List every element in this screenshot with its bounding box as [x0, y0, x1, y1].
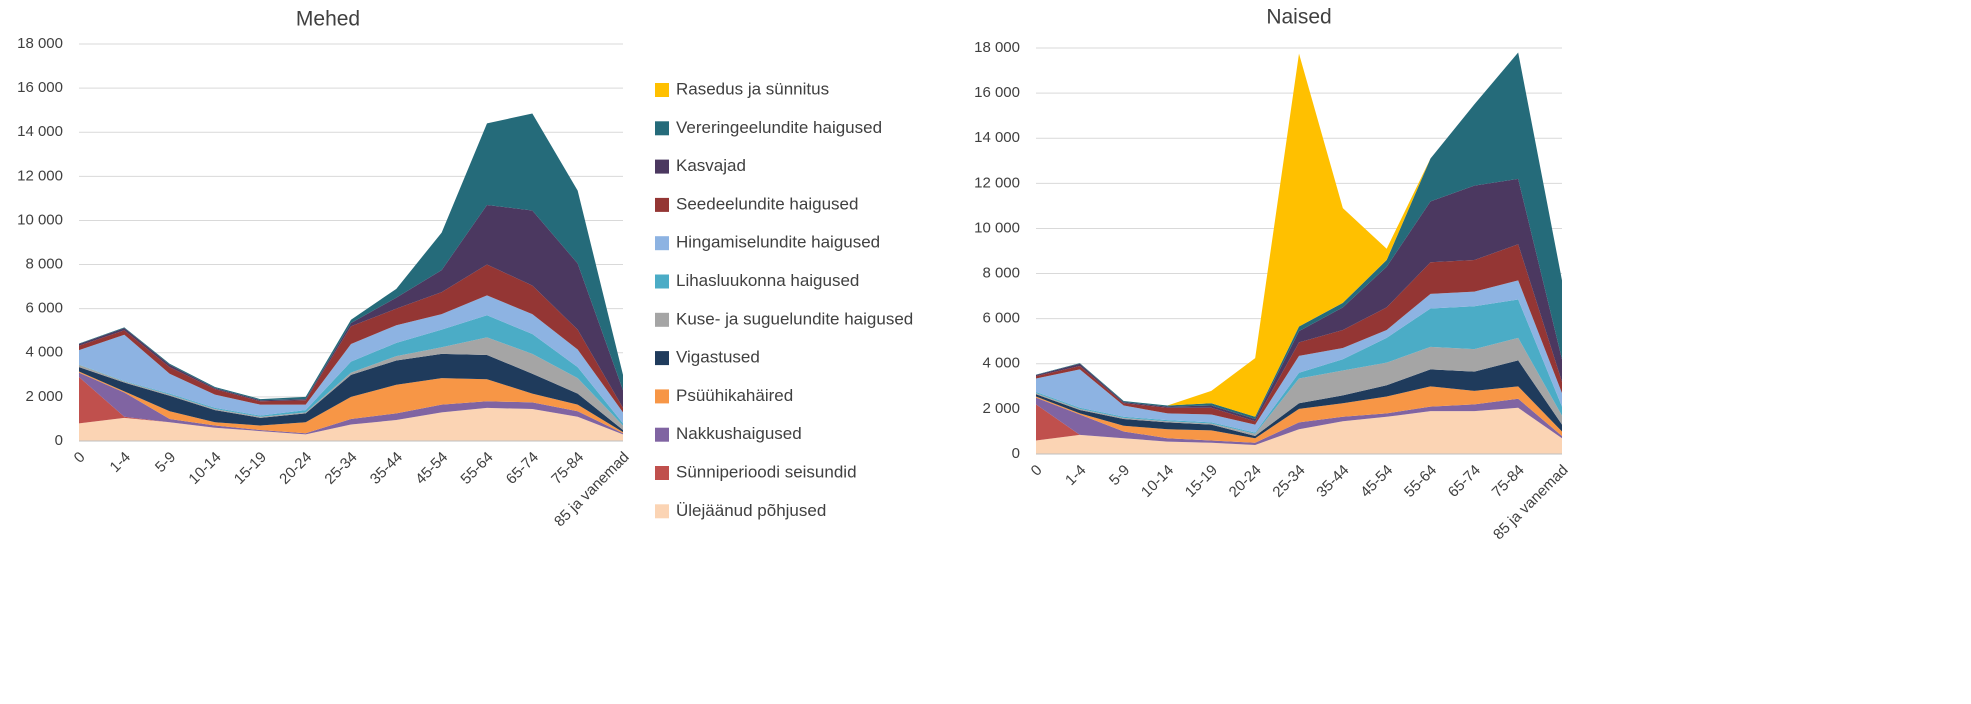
area: [79, 407, 623, 441]
x-tick-label: 55-64: [457, 449, 496, 488]
x-tick-label: 55-64: [1401, 462, 1440, 501]
y-tick-label: 6 000: [25, 300, 63, 317]
x-tick-label: 10-14: [185, 449, 224, 488]
area: [1036, 280, 1562, 433]
y-tick-label: 8 000: [25, 256, 63, 273]
legend-label: Vereringeelundite haigused: [676, 118, 882, 137]
legend-label: Kuse- ja suguelundite haigused: [676, 309, 913, 328]
x-tick-label: 45-54: [1357, 462, 1396, 501]
legend-swatch: [655, 236, 669, 251]
legend-swatch: [655, 159, 669, 174]
x-tick-label: 1-4: [107, 449, 134, 476]
y-tick-label: 12 000: [974, 174, 1020, 191]
x-tick-label: 75-84: [1489, 462, 1528, 501]
x-tick-label: 75-84: [548, 449, 587, 488]
legend-swatch: [655, 83, 669, 97]
legend-label: Lihasluukonna haigused: [676, 271, 859, 290]
x-tick-label: 10-14: [1138, 462, 1177, 501]
y-tick-label: 14 000: [974, 129, 1020, 146]
x-tick-label: 0: [1028, 462, 1046, 480]
x-tick-label: 35-44: [367, 449, 406, 488]
legend-label: Kasvajad: [676, 156, 746, 175]
legend-swatch: [655, 274, 669, 289]
y-tick-label: 2 000: [25, 388, 63, 405]
y-tick-label: 16 000: [17, 79, 63, 96]
x-tick-label: 20-24: [1226, 462, 1265, 501]
area: [1036, 299, 1562, 434]
legend-label: Seedeelundite haigused: [676, 194, 858, 213]
area: [79, 372, 623, 435]
y-tick-label: 6 000: [982, 310, 1020, 327]
x-tick-label: 20-24: [276, 449, 315, 488]
legend-swatch: [655, 351, 669, 366]
y-tick-label: 0: [55, 432, 63, 449]
y-tick-label: 14 000: [17, 123, 63, 140]
legend-label: Hingamiselundite haigused: [676, 233, 880, 252]
area: [79, 295, 623, 424]
y-tick-label: 16 000: [974, 84, 1020, 101]
x-tick-label: 65-74: [503, 449, 542, 488]
legend-swatch: [655, 197, 669, 212]
x-tick-label: 45-54: [412, 449, 451, 488]
y-tick-label: 12 000: [17, 167, 63, 184]
legend-label: Vigastused: [676, 348, 760, 367]
legend-label: Psüühikahäired: [676, 386, 793, 405]
area: [79, 205, 623, 408]
area: [1036, 407, 1562, 454]
area: [1036, 178, 1562, 422]
area: [1036, 52, 1562, 417]
y-tick-label: 0: [1012, 445, 1020, 462]
legend-label: Sünniperioodi seisundid: [676, 462, 857, 481]
y-tick-label: 18 000: [17, 35, 63, 52]
y-tick-label: 4 000: [982, 355, 1020, 372]
area: [79, 113, 623, 401]
women-chart: Naised 0 2 000 4 000 6 000 8 000 10 000 12 000…: [974, 6, 1572, 544]
legend-label: Nakkushaigused: [676, 424, 802, 443]
y-tick-label: 10 000: [974, 219, 1020, 236]
legend-swatch: [655, 121, 669, 136]
x-tick-label: 5-9: [152, 449, 179, 476]
area: [1036, 397, 1562, 445]
area: [1036, 52, 1562, 420]
area: [79, 371, 623, 434]
x-tick-label: 25-34: [1269, 462, 1308, 501]
x-tick-label: 65-74: [1445, 462, 1484, 501]
x-tick-label: 35-44: [1313, 462, 1352, 501]
y-tick-label: 18 000: [974, 39, 1020, 56]
area: [1036, 360, 1562, 439]
x-tick-label: 15-19: [231, 449, 270, 488]
y-tick-label: 2 000: [982, 400, 1020, 417]
legend-swatch: [655, 504, 669, 519]
area: [79, 353, 623, 433]
x-tick-label: 25-34: [321, 449, 360, 488]
area: [1036, 386, 1562, 443]
legend-swatch: [655, 389, 669, 404]
area: [79, 315, 623, 426]
x-tick-label: 0: [71, 449, 89, 467]
legend-swatch: [655, 312, 669, 327]
x-tick-label: 1-4: [1062, 462, 1089, 489]
legend: Ülejäänud põhjused Sünniperioodi seisundi…: [655, 79, 913, 520]
y-tick-label: 8 000: [982, 265, 1020, 282]
y-tick-label: 10 000: [17, 211, 63, 228]
chart-title: Naised: [1266, 6, 1331, 29]
men-chart: Mehed 0 2 000 4 000 6 000 8 000 10 000 12 000 1…: [17, 8, 633, 531]
x-tick-label: 15-19: [1182, 462, 1221, 501]
x-tick-label: 5-9: [1106, 462, 1133, 489]
chart-title: Mehed: [296, 8, 360, 31]
area: [1036, 244, 1562, 425]
y-tick-label: 4 000: [25, 344, 63, 361]
legend-swatch: [655, 427, 669, 442]
legend-label: Rasedus ja sünnitus: [676, 79, 829, 98]
legend-label: Ülejäänud põhjused: [676, 501, 826, 520]
legend-swatch: [655, 466, 669, 480]
area: [79, 264, 623, 413]
area: [1036, 337, 1562, 436]
